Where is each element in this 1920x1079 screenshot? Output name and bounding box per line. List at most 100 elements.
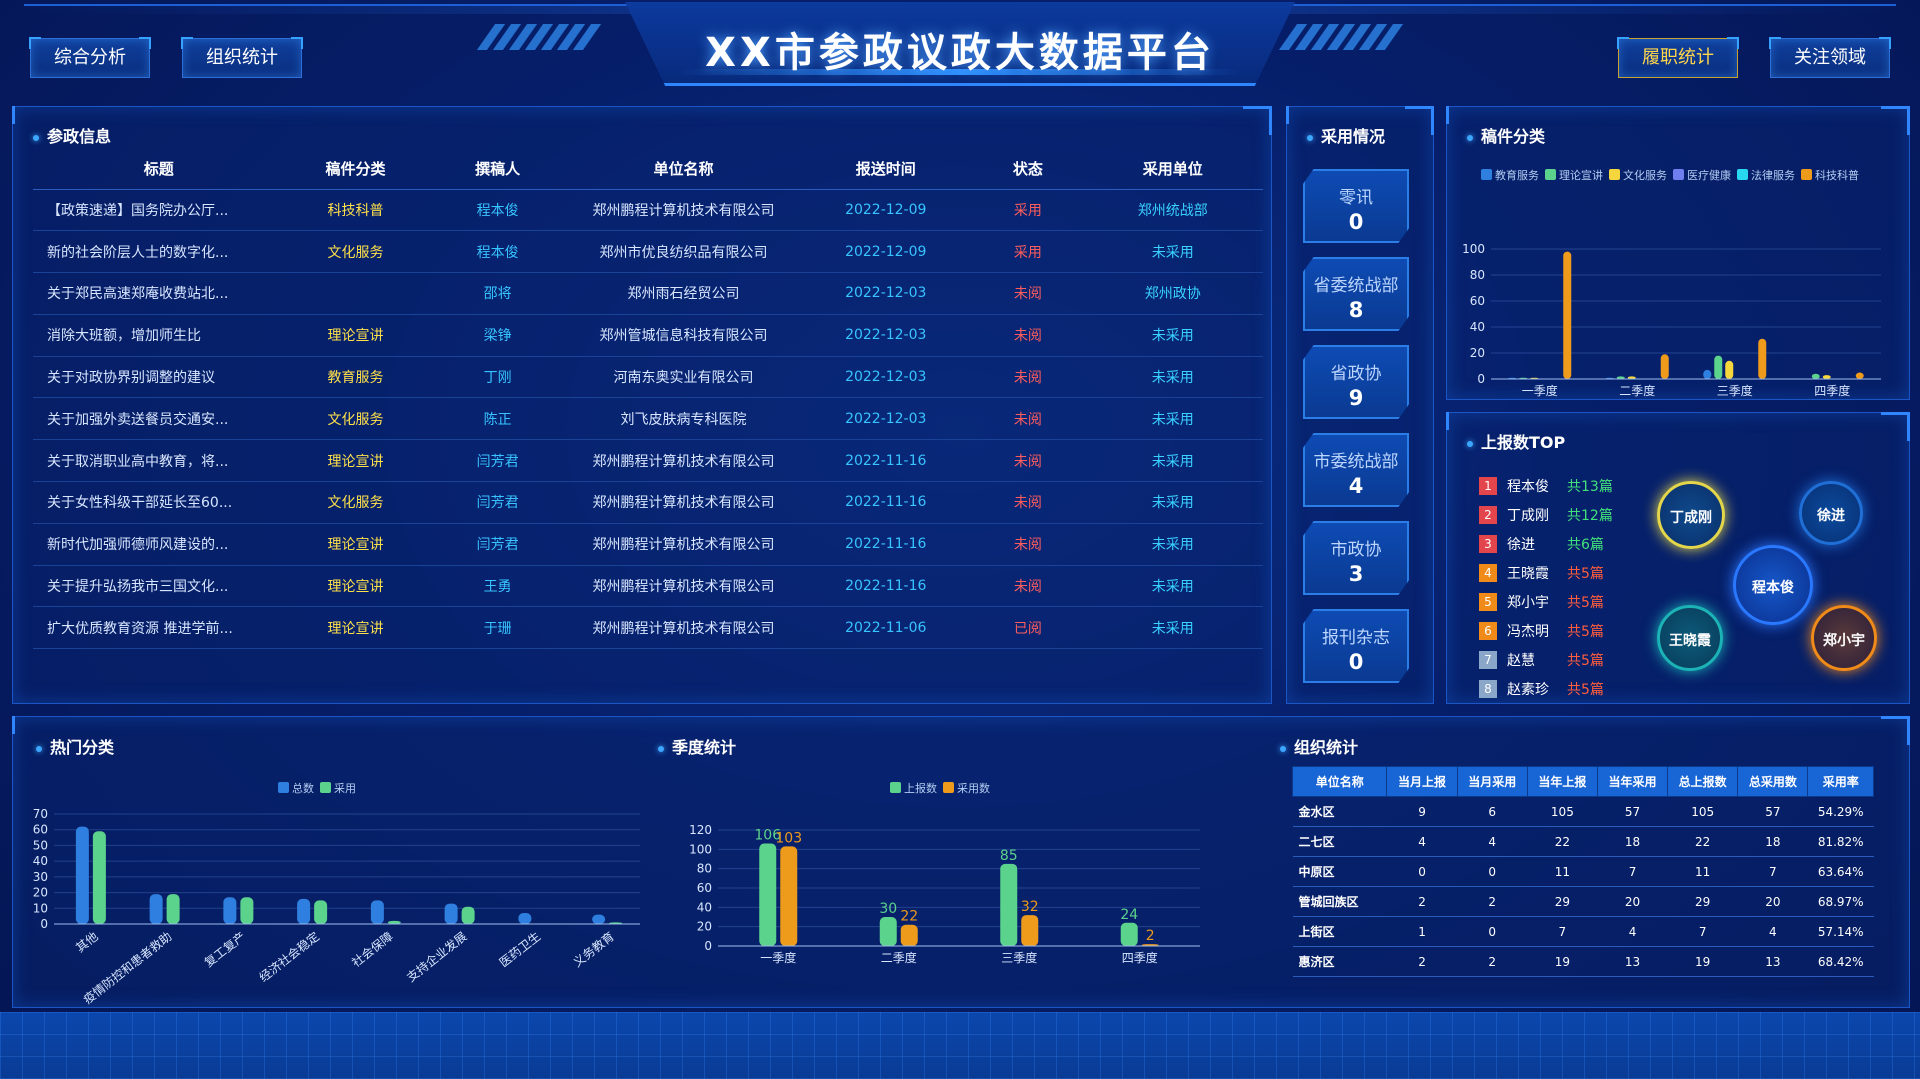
bar-采用[interactable] (92, 831, 106, 924)
title-plate (625, 2, 1295, 86)
nav-duty-statistics[interactable]: 履职统计 (1617, 37, 1739, 78)
news-cell-采用单位: 未采用 (1082, 606, 1263, 650)
bar-科技科普[interactable] (1563, 251, 1572, 379)
adoption-tile[interactable]: 省政协 9 (1303, 345, 1409, 419)
org-cell: 29 (1527, 886, 1598, 917)
x-tick-label: 社会保障 (349, 929, 396, 970)
top-bubble[interactable]: 程本俊 (1733, 545, 1813, 625)
news-row[interactable]: 消除大班额，增加师生比 理论宣讲 梁铮 郑州管城信息科技有限公司 2022-12-03 未… (33, 314, 1263, 357)
bar-总数[interactable] (370, 900, 384, 924)
adoption-tile[interactable]: 市政协 3 (1303, 521, 1409, 595)
nav-comprehensive-analysis[interactable]: 综合分析 (29, 37, 151, 78)
org-row[interactable]: 二七区 4 4 22 18 22 18 81.82% (1292, 826, 1874, 857)
news-cell-报送时间: 2022-11-16 (798, 439, 974, 483)
top-list-item[interactable]: 6 冯杰明 共5篇 (1479, 616, 1613, 645)
news-row[interactable]: 关于加强外卖送餐员交通安... 文化服务 陈正 刘飞皮肤病专科医院 2022-12-03… (33, 397, 1263, 441)
top-bubble[interactable]: 丁成刚 (1657, 481, 1725, 549)
org-row[interactable]: 管城回族区 2 2 29 20 29 20 68.97% (1292, 886, 1874, 917)
news-row[interactable]: 关于女性科级干部延长至60... 文化服务 闫芳君 郑州鹏程计算机技术有限公司 2022… (33, 481, 1263, 524)
nav-focus-areas[interactable]: 关注领域 (1769, 37, 1891, 78)
top-bubble[interactable]: 王晓霞 (1657, 605, 1723, 671)
news-row[interactable]: 关于对政协界别调整的建议 教育服务 丁刚 河南东奥实业有限公司 2022-12-03 未阅… (33, 356, 1263, 399)
nav-org-statistics[interactable]: 组织统计 (181, 37, 303, 78)
news-row[interactable]: 新时代加强师德师风建设的... 理论宣讲 闫芳君 郑州鹏程计算机技术有限公司 2022-… (33, 523, 1263, 566)
bar-总数[interactable] (297, 898, 311, 924)
news-row[interactable]: 关于取消职业高中教育，将... 理论宣讲 闫芳君 郑州鹏程计算机技术有限公司 2022-… (33, 439, 1263, 483)
bar-采用[interactable] (314, 900, 328, 924)
news-row[interactable]: 【政策速递】国务院办公厅... 科技科普 程本俊 郑州鹏程计算机技术有限公司 2022-… (33, 189, 1263, 232)
org-row[interactable]: 上街区 1 0 7 4 7 4 57.14% (1292, 916, 1874, 947)
legend-swatch (1673, 169, 1684, 180)
news-cell-采用单位: 郑州统战部 (1082, 189, 1263, 232)
org-cell: 63.64% (1807, 856, 1874, 887)
news-cell-采用单位: 未采用 (1082, 314, 1263, 357)
top-list-item[interactable]: 2 丁成刚 共12篇 (1479, 500, 1613, 529)
bar-上报数[interactable] (759, 843, 777, 946)
top-list-item[interactable]: 7 赵慧 共5篇 (1479, 645, 1613, 674)
org-cell: 11 (1527, 856, 1598, 887)
legend-label: 上报数 (904, 782, 937, 795)
bar-上报数[interactable] (1120, 922, 1138, 946)
org-col-header: 总上报数 (1667, 766, 1739, 797)
news-cell-采用单位: 未采用 (1082, 397, 1263, 441)
bar-采用[interactable] (387, 920, 401, 924)
top-panel-title: 上报数TOP (1467, 429, 1565, 453)
bar-文化服务[interactable] (1822, 375, 1831, 379)
bar-理论宣讲[interactable] (1616, 376, 1625, 379)
news-cell-报送时间: 2022-12-03 (798, 397, 974, 441)
bar-理论宣讲[interactable] (1811, 373, 1820, 379)
bar-上报数[interactable] (1000, 863, 1018, 946)
adoption-tile[interactable]: 零讯 0 (1303, 169, 1409, 243)
org-col-header: 单位名称 (1291, 766, 1388, 797)
top-bubble[interactable]: 徐进 (1799, 481, 1863, 545)
news-row[interactable]: 关于提升弘扬我市三国文化... 理论宣讲 王勇 郑州鹏程计算机技术有限公司 2022-1… (33, 565, 1263, 608)
top-list-item[interactable]: 4 王晓霞 共5篇 (1479, 558, 1613, 587)
bar-科技科普[interactable] (1660, 354, 1669, 379)
top-list-item[interactable]: 5 郑小宇 共5篇 (1479, 587, 1613, 616)
bar-采用[interactable] (166, 894, 180, 924)
top-list-item[interactable]: 3 徐进 共6篇 (1479, 529, 1613, 558)
adoption-tile[interactable]: 省委统战部 8 (1303, 257, 1409, 331)
org-table-wrap: 单位名称 当月上报 当月采用 当年上报 当年采用 总上报数 总采用数 采用率 金水区 9 6 105… (1270, 722, 1900, 988)
news-row[interactable]: 新的社会阶层人士的数字化... 文化服务 程本俊 郑州市优良纺织品有限公司 2022-1… (33, 230, 1263, 274)
news-cell-采用单位: 郑州政协 (1082, 272, 1263, 315)
news-row[interactable]: 关于郑民高速郑庵收费站北... 邵将 郑州雨石经贸公司 2022-12-03 未阅 郑州政… (33, 272, 1263, 315)
bar-总数[interactable] (149, 894, 163, 924)
news-row[interactable]: 扩大优质教育资源 推进学前... 理论宣讲 于珊 郑州鹏程计算机技术有限公司 2022-… (33, 606, 1263, 650)
bar-总数[interactable] (518, 913, 532, 924)
bar-采用数[interactable] (780, 846, 798, 946)
bar-采用[interactable] (240, 897, 254, 924)
x-tick-label: 二季度 (1619, 383, 1655, 397)
org-cell: 0 (1457, 856, 1528, 887)
org-row[interactable]: 金水区 9 6 105 57 105 57 54.29% (1292, 796, 1874, 827)
y-tick-label: 100 (689, 842, 712, 856)
legend-swatch (278, 782, 289, 793)
rank-badge: 2 (1479, 505, 1497, 524)
bar-采用数[interactable] (900, 924, 918, 946)
org-row[interactable]: 中原区 0 0 11 7 11 7 63.64% (1292, 856, 1874, 887)
bar-文化服务[interactable] (1627, 376, 1636, 379)
bar-理论宣讲[interactable] (1714, 355, 1723, 379)
bar-科技科普[interactable] (1855, 372, 1864, 380)
top-bubble[interactable]: 郑小宇 (1811, 605, 1877, 671)
news-cell-状态: 未阅 (973, 565, 1083, 608)
bar-总数[interactable] (223, 897, 237, 924)
bar-总数[interactable] (592, 914, 606, 924)
top-list-item[interactable]: 8 赵素珍 共5篇 (1479, 674, 1613, 703)
news-cell-稿件分类: 理论宣讲 (284, 439, 427, 483)
top-list-item[interactable]: 1 程本俊 共13篇 (1479, 471, 1613, 500)
org-row[interactable]: 惠济区 2 2 19 13 19 13 68.42% (1292, 946, 1874, 977)
bar-教育服务[interactable] (1703, 369, 1712, 379)
news-table: 标题 稿件分类 撰稿人 单位名称 报送时间 状态 采用单位 【政策速递】国务院办公厅... 科… (33, 149, 1263, 650)
news-cell-状态: 采用 (973, 230, 1083, 274)
adoption-tile[interactable]: 市委统战部 4 (1303, 433, 1409, 507)
bar-上报数[interactable] (879, 917, 897, 946)
rank-badge: 3 (1479, 534, 1497, 553)
bar-总数[interactable] (444, 903, 458, 924)
bar-科技科普[interactable] (1758, 338, 1767, 379)
bar-采用[interactable] (461, 906, 475, 924)
bar-文化服务[interactable] (1725, 360, 1734, 379)
adoption-tile[interactable]: 报刊杂志 0 (1303, 609, 1409, 683)
bar-总数[interactable] (75, 826, 89, 924)
bar-采用数[interactable] (1021, 915, 1039, 946)
